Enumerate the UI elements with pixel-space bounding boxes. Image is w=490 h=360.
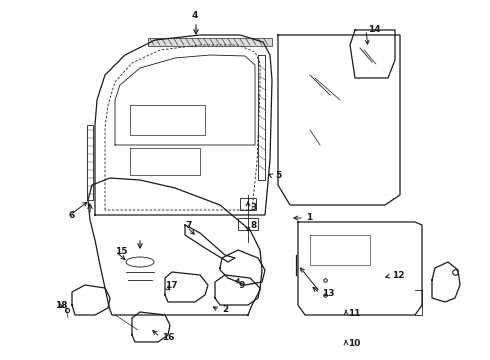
Text: 2: 2 xyxy=(222,306,228,315)
Text: 5: 5 xyxy=(275,171,281,180)
Text: 4: 4 xyxy=(192,10,198,19)
Bar xyxy=(240,198,256,210)
Text: 14: 14 xyxy=(368,26,381,35)
Text: 8: 8 xyxy=(250,221,256,230)
Text: 1: 1 xyxy=(306,213,312,222)
Bar xyxy=(238,218,258,230)
Text: 7: 7 xyxy=(185,220,192,230)
Text: 11: 11 xyxy=(348,310,361,319)
Bar xyxy=(148,38,272,46)
Text: 15: 15 xyxy=(115,248,127,256)
Text: 18: 18 xyxy=(55,301,68,310)
Text: 6: 6 xyxy=(68,211,74,220)
Text: 13: 13 xyxy=(322,288,335,297)
Ellipse shape xyxy=(126,257,154,267)
Bar xyxy=(87,125,93,200)
Text: 3: 3 xyxy=(250,203,256,212)
Text: 12: 12 xyxy=(392,271,405,280)
Text: 16: 16 xyxy=(162,333,174,342)
Text: 10: 10 xyxy=(348,339,360,348)
Text: 9: 9 xyxy=(238,282,245,291)
Text: 17: 17 xyxy=(165,280,178,289)
